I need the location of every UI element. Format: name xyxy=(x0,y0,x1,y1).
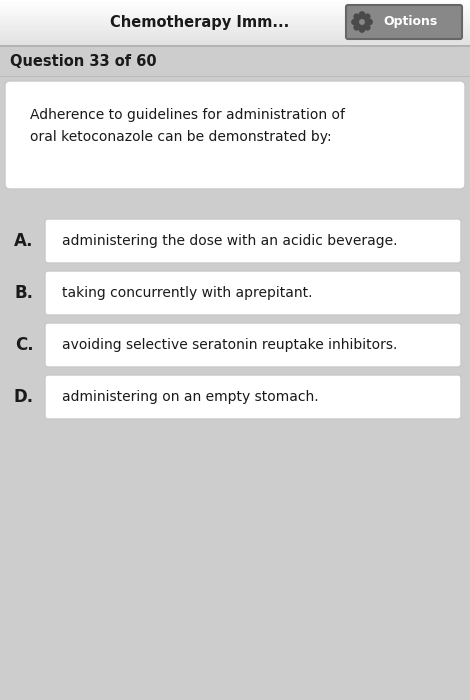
Circle shape xyxy=(367,20,372,25)
FancyBboxPatch shape xyxy=(45,323,461,367)
Circle shape xyxy=(365,25,370,30)
Circle shape xyxy=(354,25,359,30)
Bar xyxy=(0,37,470,38)
Bar xyxy=(0,18,470,19)
Circle shape xyxy=(360,12,365,17)
Circle shape xyxy=(365,14,370,19)
Bar xyxy=(0,15,470,17)
Bar xyxy=(0,25,470,27)
Bar xyxy=(0,40,470,42)
Bar xyxy=(0,16,470,18)
Bar xyxy=(0,41,470,43)
Text: Adherence to guidelines for administration of
oral ketoconazole can be demonstra: Adherence to guidelines for administrati… xyxy=(30,108,345,144)
Text: administering on an empty stomach.: administering on an empty stomach. xyxy=(62,390,319,404)
Bar xyxy=(0,8,470,10)
Circle shape xyxy=(360,27,365,32)
Circle shape xyxy=(360,20,364,25)
Bar xyxy=(0,0,470,1)
Text: C.: C. xyxy=(15,336,33,354)
Bar xyxy=(0,43,470,44)
Bar xyxy=(0,24,470,26)
FancyBboxPatch shape xyxy=(5,81,465,189)
Bar xyxy=(0,22,470,24)
Bar xyxy=(0,4,470,5)
Circle shape xyxy=(354,14,359,19)
Bar xyxy=(0,39,470,41)
Text: administering the dose with an acidic beverage.: administering the dose with an acidic be… xyxy=(62,234,398,248)
FancyBboxPatch shape xyxy=(45,219,461,263)
Bar xyxy=(0,43,470,46)
FancyBboxPatch shape xyxy=(346,5,462,39)
Text: avoiding selective seratonin reuptake inhibitors.: avoiding selective seratonin reuptake in… xyxy=(62,338,397,352)
Text: B.: B. xyxy=(15,284,33,302)
Bar xyxy=(0,29,470,30)
Bar xyxy=(0,14,470,15)
Bar xyxy=(0,27,470,29)
Bar xyxy=(0,34,470,35)
Text: taking concurrently with aprepitant.: taking concurrently with aprepitant. xyxy=(62,286,313,300)
Bar xyxy=(0,31,470,33)
Circle shape xyxy=(356,16,368,28)
Text: A.: A. xyxy=(14,232,34,250)
Circle shape xyxy=(352,20,357,25)
Bar xyxy=(0,34,470,36)
Text: Question 33 of 60: Question 33 of 60 xyxy=(10,55,157,69)
Bar xyxy=(0,1,470,3)
Bar xyxy=(0,10,470,12)
Bar xyxy=(0,7,470,8)
Text: Chemotherapy Imm...: Chemotherapy Imm... xyxy=(110,15,290,31)
Bar xyxy=(0,18,470,20)
Bar xyxy=(0,30,470,32)
Bar xyxy=(0,27,470,28)
Bar xyxy=(0,9,470,11)
Bar xyxy=(0,32,470,34)
Bar xyxy=(0,11,470,13)
Bar xyxy=(0,20,470,21)
Bar xyxy=(0,38,470,40)
Bar xyxy=(0,36,470,37)
Bar xyxy=(0,23,470,25)
Bar xyxy=(0,2,470,4)
Bar xyxy=(0,6,470,8)
Bar xyxy=(0,13,470,14)
Text: D.: D. xyxy=(14,388,34,406)
FancyBboxPatch shape xyxy=(45,375,461,419)
FancyBboxPatch shape xyxy=(45,271,461,315)
Bar xyxy=(0,21,470,22)
Bar xyxy=(0,45,470,46)
Text: Options: Options xyxy=(383,15,437,29)
Bar xyxy=(0,5,470,6)
